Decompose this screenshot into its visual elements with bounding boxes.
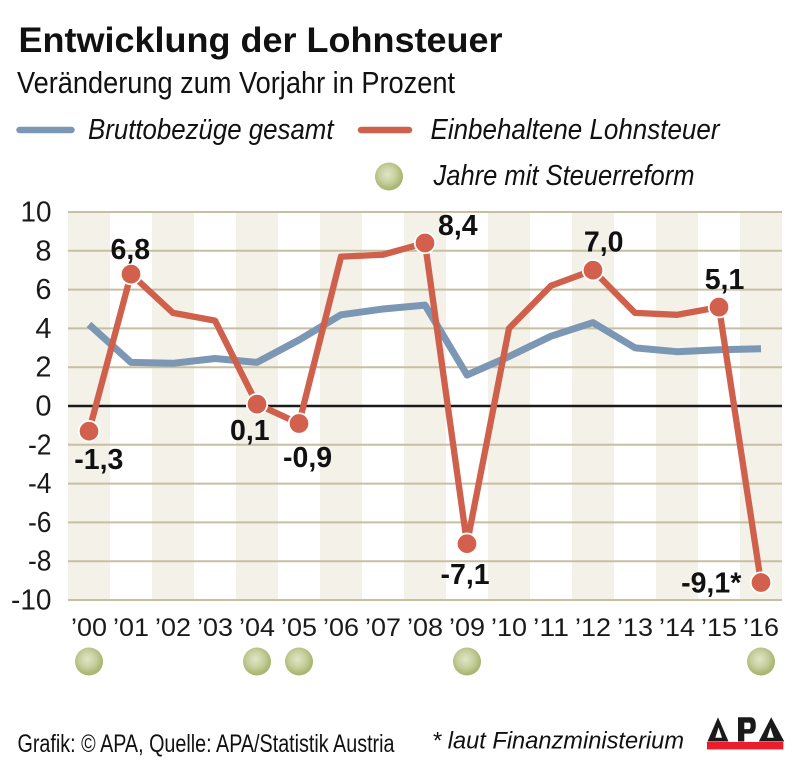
- svg-text:-1,3: -1,3: [74, 444, 123, 476]
- svg-text:-2: -2: [28, 429, 52, 461]
- svg-text:6,8: 6,8: [110, 234, 150, 266]
- svg-text:’01: ’01: [113, 614, 149, 642]
- svg-text:’05: ’05: [281, 614, 317, 642]
- svg-text:-4: -4: [28, 468, 52, 500]
- svg-text:0: 0: [35, 391, 51, 423]
- svg-text:0,1: 0,1: [230, 415, 270, 447]
- svg-text:-0,9: -0,9: [283, 442, 332, 474]
- svg-text:* laut Finanzministerium: * laut Finanzministerium: [432, 728, 684, 755]
- svg-text:8,4: 8,4: [438, 210, 478, 242]
- svg-text:Grafik: © APA, Quelle: APA/Sta: Grafik: © APA, Quelle: APA/Statistik Aus…: [18, 730, 395, 758]
- svg-text:’09: ’09: [449, 614, 485, 642]
- svg-text:’07: ’07: [365, 614, 401, 642]
- svg-text:’14: ’14: [659, 614, 695, 642]
- svg-text:Entwicklung der Lohnsteuer: Entwicklung der Lohnsteuer: [19, 20, 503, 60]
- svg-text:Veränderung zum Vorjahr in Pro: Veränderung zum Vorjahr in Prozent: [17, 65, 455, 100]
- svg-text:’00: ’00: [71, 614, 107, 642]
- svg-text:’12: ’12: [575, 614, 611, 642]
- svg-text:2: 2: [35, 352, 51, 384]
- svg-text:’02: ’02: [155, 614, 191, 642]
- svg-text:’15: ’15: [701, 614, 737, 642]
- svg-text:6: 6: [35, 274, 51, 306]
- svg-text:’04: ’04: [239, 614, 275, 642]
- svg-text:8: 8: [35, 235, 51, 267]
- svg-text:’16: ’16: [743, 614, 779, 642]
- svg-text:5,1: 5,1: [705, 264, 745, 296]
- svg-text:-8: -8: [28, 546, 52, 578]
- svg-text:Bruttobezüge gesamt: Bruttobezüge gesamt: [88, 114, 334, 146]
- svg-text:-10: -10: [11, 585, 52, 617]
- svg-text:10: 10: [21, 197, 52, 229]
- svg-text:’11: ’11: [533, 614, 569, 642]
- svg-text:-9,1*: -9,1*: [681, 568, 742, 600]
- svg-text:-6: -6: [28, 507, 52, 539]
- svg-text:Einbehaltene Lohnsteuer: Einbehaltene Lohnsteuer: [431, 114, 721, 146]
- svg-text:7,0: 7,0: [584, 227, 624, 259]
- svg-text:’08: ’08: [407, 614, 443, 642]
- svg-text:4: 4: [35, 313, 51, 345]
- svg-text:-7,1: -7,1: [441, 559, 490, 591]
- svg-text:’03: ’03: [197, 614, 233, 642]
- svg-text:’13: ’13: [617, 614, 653, 642]
- svg-text:’10: ’10: [491, 614, 527, 642]
- svg-text:’06: ’06: [323, 614, 359, 642]
- svg-text:Jahre mit Steuerreform: Jahre mit Steuerreform: [433, 160, 695, 192]
